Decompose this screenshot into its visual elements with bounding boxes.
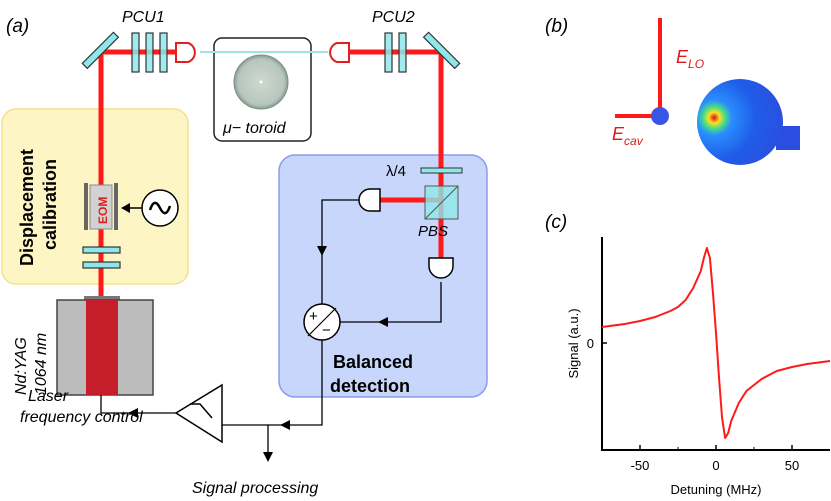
pcu2-plates xyxy=(384,32,407,73)
e-lo-label: ELO xyxy=(676,47,704,71)
eom-label: EOM xyxy=(96,197,110,224)
arrow-icon xyxy=(280,420,290,430)
pcu2-label: PCU2 xyxy=(372,9,415,26)
signal-processing-label: Signal processing xyxy=(192,480,318,497)
toroid-center xyxy=(259,80,263,84)
laser-label-2: 1064 nm xyxy=(33,333,50,395)
balanced-label-1: Balanced xyxy=(333,352,413,372)
fiber-coupler-right xyxy=(329,42,350,63)
calibration-label-2: calibration xyxy=(40,159,60,250)
eom: EOM xyxy=(84,183,118,230)
signal-series-line xyxy=(601,247,831,439)
pcu1-plates xyxy=(131,32,168,73)
fiber-coupler-left xyxy=(175,42,196,63)
y-tick-label: 0 xyxy=(587,336,594,351)
panel-a-label: (a) xyxy=(6,16,29,37)
balanced-label-2: detection xyxy=(330,376,410,396)
arrow-icon xyxy=(317,246,327,256)
photodetector-1 xyxy=(358,188,381,212)
freq-control-label-2: frequency control xyxy=(20,409,143,426)
quarter-wave-plate xyxy=(420,167,463,174)
arrow-icon xyxy=(378,317,388,327)
subtract-minus: − xyxy=(322,322,331,339)
pbs-label: PBS xyxy=(418,223,448,240)
filter-symbol xyxy=(190,403,213,419)
photodetector-2 xyxy=(428,257,454,279)
signal-wires xyxy=(100,199,442,460)
wire-arrows xyxy=(128,246,388,462)
field-vectors xyxy=(615,18,662,118)
e-cav-label: Ecav xyxy=(612,124,644,148)
quarter-wave-label: λ/4 xyxy=(386,163,406,180)
subtractor-divider xyxy=(307,307,337,337)
panel-b-label: (b) xyxy=(545,16,568,37)
freq-control-label-1: Laser xyxy=(28,388,69,405)
arrow-icon xyxy=(128,408,138,418)
cavity-field-dot xyxy=(651,107,669,125)
sine-wave-icon xyxy=(148,201,172,215)
waveplates-calibration xyxy=(82,246,121,269)
nd-yag-laser xyxy=(56,296,154,396)
arrow-icon xyxy=(121,203,130,213)
laser-label-1: Nd:YAG xyxy=(13,337,30,395)
mirror-right xyxy=(422,31,461,70)
toroid-label: μ− toroid xyxy=(222,120,287,137)
x-tick-label: 0 xyxy=(712,458,719,473)
panel-c-label: (c) xyxy=(545,212,567,233)
y-axis-label: Signal (a.u.) xyxy=(566,308,581,378)
subtract-plus: + xyxy=(309,308,318,325)
mirror-left xyxy=(81,31,120,70)
mode-profile-image xyxy=(697,79,783,165)
lowpass-filter-icon xyxy=(174,383,223,444)
pbs-diagonal xyxy=(424,185,459,220)
signal-chart: -50 0 50 0 Detuning (MHz) Signal (a.u.) xyxy=(566,237,831,497)
x-tick-label: -50 xyxy=(631,458,650,473)
x-axis-label: Detuning (MHz) xyxy=(670,482,761,497)
x-tick-label: 50 xyxy=(785,458,799,473)
calibration-label-1: Displacement xyxy=(17,149,37,266)
pcu1-label: PCU1 xyxy=(122,9,165,26)
arrow-icon xyxy=(263,452,273,462)
